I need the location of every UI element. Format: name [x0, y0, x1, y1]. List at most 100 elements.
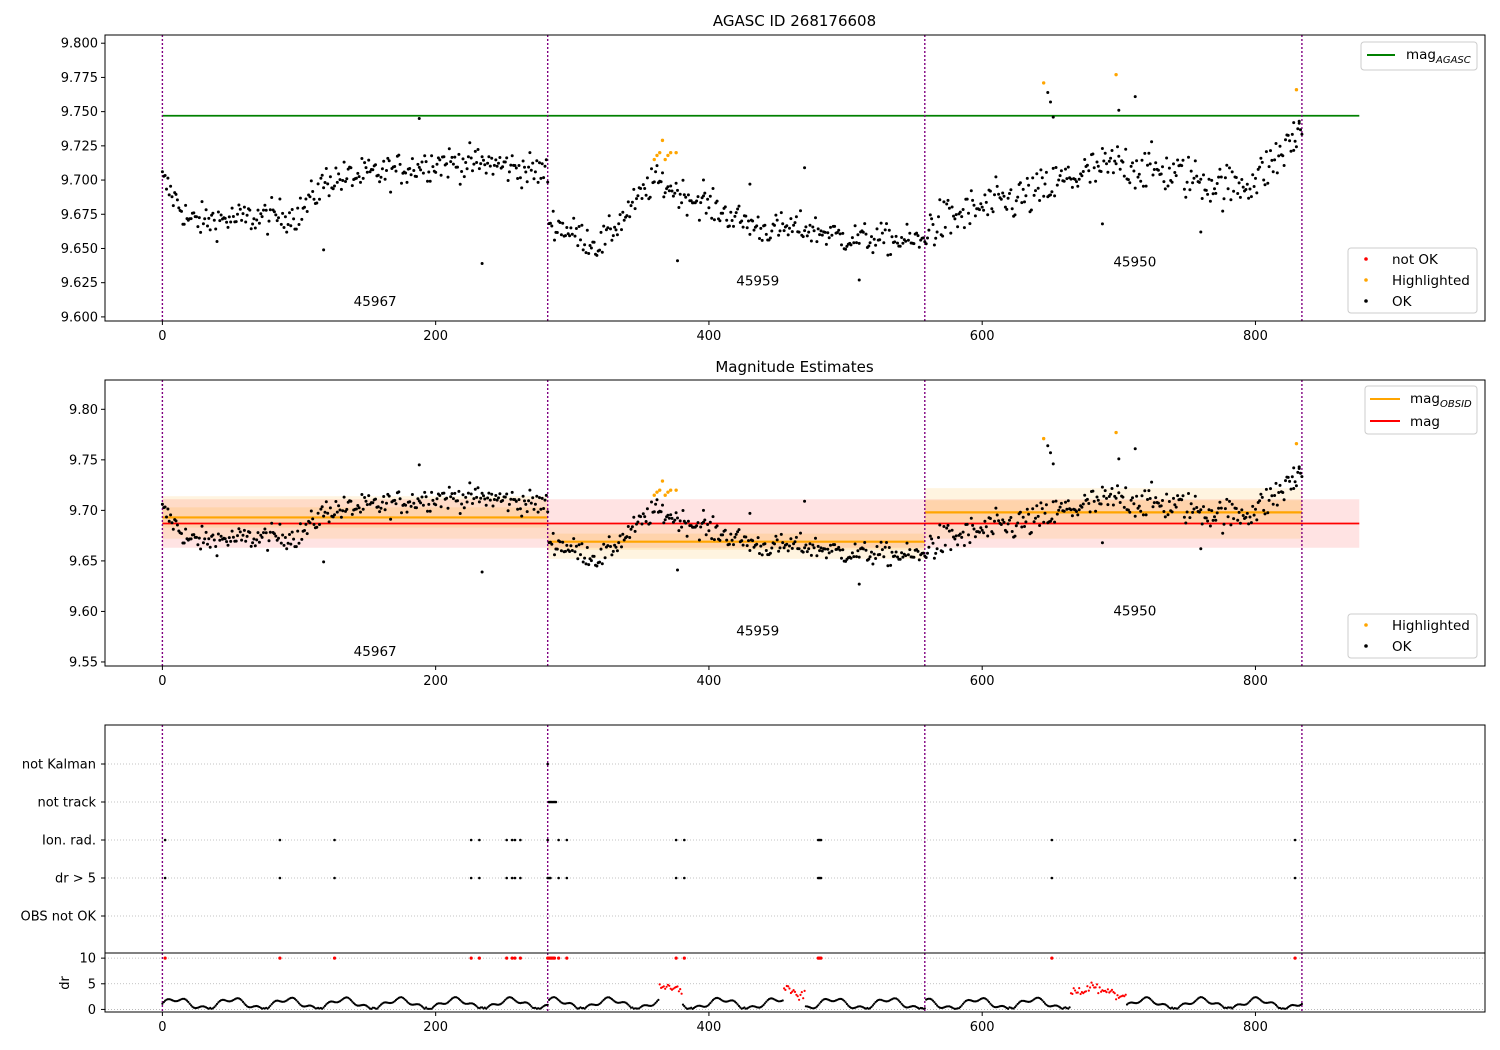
data-point-ok	[518, 507, 522, 511]
data-point-ok	[344, 180, 347, 183]
data-point-ok	[1192, 507, 1196, 511]
agasc-legend-label: magAGASC	[1406, 47, 1471, 66]
data-point-ok	[469, 492, 473, 496]
data-point-ok	[755, 224, 759, 228]
flag-row-label: not Kalman	[22, 758, 96, 773]
data-point-ok	[1083, 493, 1087, 497]
data-point-ok	[681, 178, 685, 182]
data-point-ok	[861, 547, 865, 551]
data-point-ok	[879, 221, 883, 225]
data-point-ok	[1140, 494, 1144, 498]
data-point-ok	[1151, 505, 1155, 509]
dr-point	[1247, 1001, 1250, 1004]
data-point-ok	[226, 225, 230, 229]
data-point-ok	[212, 538, 216, 542]
data-point-ok	[733, 535, 737, 539]
dr-point-not-ok	[658, 983, 661, 986]
data-point-ok	[924, 242, 928, 246]
data-point-ok	[1260, 495, 1264, 499]
data-point-ok	[645, 176, 649, 180]
data-point-ok	[1211, 518, 1215, 522]
data-point-ok	[1059, 501, 1063, 505]
data-point-ok	[1075, 510, 1078, 513]
data-point-ok	[208, 545, 212, 549]
data-point-ok	[434, 503, 438, 507]
data-point-ok	[1057, 178, 1061, 182]
dr-point	[1150, 999, 1153, 1002]
data-point-ok	[589, 246, 593, 250]
data-point-ok	[419, 501, 423, 505]
data-point-ok	[890, 550, 894, 554]
dr-point	[240, 999, 243, 1002]
flag-point	[505, 876, 509, 880]
data-point-ok	[1053, 520, 1057, 524]
data-point-ok	[1129, 498, 1133, 502]
data-point-ok	[583, 556, 587, 560]
data-point-ok	[574, 227, 578, 230]
dr-point	[960, 1004, 963, 1007]
data-point-ok	[676, 516, 679, 520]
data-point-ok	[234, 220, 238, 224]
data-point-ok	[237, 527, 241, 531]
data-point-ok	[889, 253, 893, 256]
dr-point	[870, 1005, 873, 1009]
data-point-ok	[337, 172, 341, 176]
data-point-ok	[405, 180, 409, 184]
data-point-ok	[285, 547, 289, 551]
data-point-ok	[1275, 171, 1279, 175]
data-point-ok	[1040, 176, 1044, 180]
dr-point-not-ok	[1076, 991, 1079, 994]
data-point-ok	[1139, 509, 1143, 513]
data-point-ok	[636, 194, 640, 198]
flag-point	[565, 838, 569, 842]
dr-point	[681, 1003, 685, 1006]
flag-point	[510, 838, 514, 842]
data-point-ok	[644, 193, 648, 197]
data-point-ok	[544, 493, 548, 497]
data-point-ok	[801, 235, 805, 239]
dr-point	[1016, 1002, 1019, 1006]
data-point-ok	[1021, 187, 1025, 191]
data-point-ok	[887, 546, 891, 549]
data-point-ok	[1039, 168, 1043, 172]
data-point-ok	[572, 216, 576, 220]
data-point-ok	[568, 234, 572, 238]
data-point-ok	[584, 562, 588, 566]
obsid-label: 45950	[1113, 603, 1156, 619]
data-point-ok	[465, 500, 469, 504]
dr-point-not-ok	[796, 995, 799, 998]
data-point-ok	[630, 525, 634, 529]
dr-axis-label: dr	[58, 976, 73, 990]
data-point-ok	[435, 162, 439, 166]
data-point-ok	[1069, 177, 1073, 181]
dr-point	[270, 1003, 273, 1006]
dr-point-not-ok	[1123, 995, 1126, 998]
flag-point	[1050, 876, 1054, 880]
data-point-ok	[546, 180, 550, 184]
data-point-ok	[218, 219, 222, 223]
dr-capped-point	[819, 956, 823, 960]
data-point-ok	[978, 530, 981, 534]
flag-row-label: OBS not OK	[21, 910, 97, 925]
flag-point	[478, 876, 481, 880]
data-point-ok	[469, 156, 473, 160]
data-point-ok	[782, 546, 786, 550]
data-point-ok	[1024, 520, 1028, 524]
dr-point	[377, 1006, 380, 1009]
data-point-ok	[737, 204, 741, 208]
data-point-ok	[971, 523, 975, 527]
data-point-ok	[1219, 506, 1223, 510]
data-point-ok	[1140, 158, 1144, 162]
data-point-ok	[874, 557, 878, 560]
data-point-ok	[212, 218, 216, 222]
dr-point	[654, 1001, 657, 1005]
dr-capped-point	[1293, 956, 1297, 960]
dr-point	[557, 999, 560, 1002]
data-point-ok	[248, 208, 252, 212]
data-point-ok	[803, 546, 807, 550]
dr-point-not-ok	[1110, 988, 1114, 992]
y-tick-label: 9.775	[61, 71, 98, 86]
data-point-ok	[1300, 475, 1304, 479]
data-point-ok	[774, 213, 778, 217]
data-point-ok	[950, 528, 954, 532]
